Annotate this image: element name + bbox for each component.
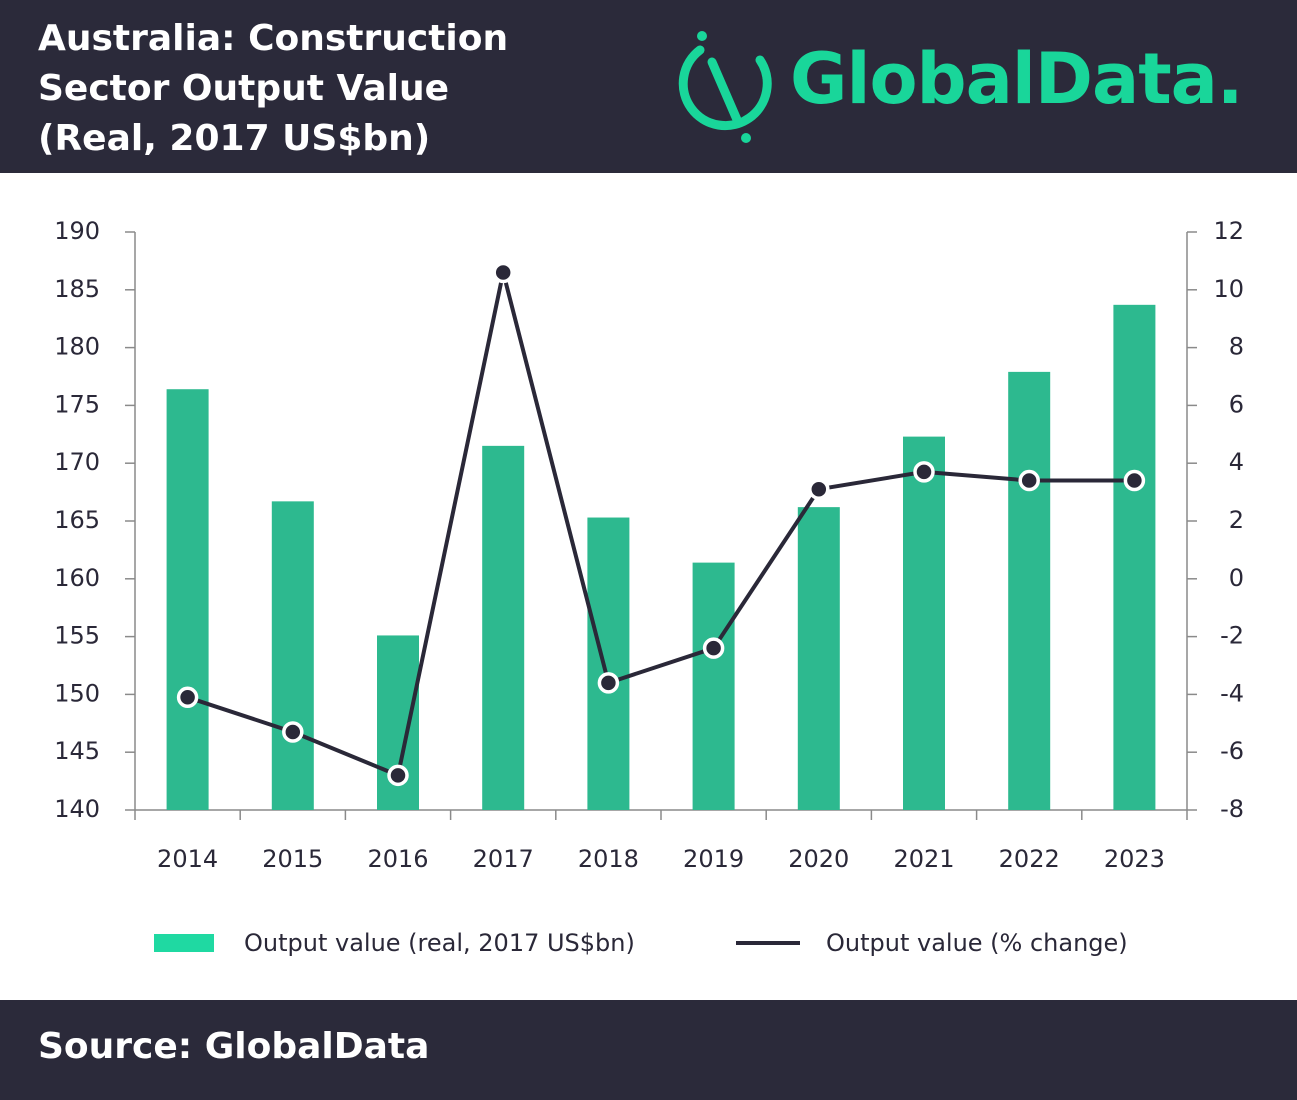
logo-icon (678, 31, 772, 143)
y-tick-label: 145 (54, 737, 100, 765)
point (492, 261, 514, 284)
point (387, 764, 409, 787)
y-tick-label: 185 (54, 275, 100, 303)
bar (797, 507, 840, 810)
header-band (0, 0, 1297, 173)
y2-tick-label: 12 (1213, 217, 1244, 245)
point (913, 461, 935, 483)
y2-tick-label: -2 (1220, 622, 1244, 650)
y-tick-label: 190 (54, 217, 100, 245)
y-tick-label: 155 (54, 622, 100, 650)
y-tick-label: 160 (54, 564, 100, 592)
line (186, 271, 1135, 779)
point (702, 637, 725, 659)
x-tick-label: 2017 (473, 845, 534, 873)
y2-tick-label: -4 (1220, 679, 1244, 707)
bar (587, 517, 630, 810)
chart-title: Australia: Construction Sector Output Va… (38, 18, 509, 159)
point (1018, 469, 1040, 492)
y-tick-label: 150 (54, 679, 100, 707)
y2-tick-label: 0 (1229, 564, 1244, 592)
bar (482, 445, 525, 810)
y2-tick-label: 2 (1229, 506, 1244, 534)
y2-tick-label: 10 (1213, 275, 1244, 303)
x-tick-label: 2019 (683, 845, 744, 873)
bar (903, 436, 945, 810)
y-tick-label: 180 (54, 333, 100, 361)
y-tick-label: 140 (54, 795, 100, 823)
y-tick-label: 175 (54, 390, 100, 418)
y-tick-label: 165 (54, 506, 100, 534)
y2-tick-label: 4 (1229, 448, 1244, 476)
y2-tick-label: 6 (1229, 390, 1244, 418)
bar (166, 389, 209, 810)
legend-label: Output value (% change) (826, 929, 1128, 957)
y2-tick-label: 8 (1229, 333, 1244, 361)
point (176, 686, 199, 709)
point (808, 478, 830, 500)
logo-text: GlobalData. (790, 38, 1244, 120)
source: Source: GlobalData (38, 1026, 430, 1067)
footer-band (0, 1000, 1297, 1100)
x-tick-label: 2023 (1104, 845, 1165, 873)
x-tick-label: 2016 (367, 845, 428, 873)
y-tick-label: 170 (54, 448, 100, 476)
x-tick-label: 2014 (157, 845, 218, 873)
x-tick-label: 2022 (999, 845, 1060, 873)
point (1123, 469, 1146, 492)
x-tick-label: 2020 (788, 845, 849, 873)
y2-tick-label: -6 (1220, 737, 1244, 765)
bar (1008, 371, 1051, 810)
point (597, 672, 620, 694)
bar (692, 562, 735, 810)
legend-swatch (154, 934, 214, 952)
bar (1113, 304, 1156, 810)
legend-label: Output value (real, 2017 US$bn) (244, 929, 635, 957)
bar (271, 501, 314, 810)
x-tick-label: 2015 (262, 845, 323, 873)
point (282, 721, 304, 743)
x-tick-label: 2021 (893, 845, 954, 873)
y2-tick-label: -8 (1220, 795, 1244, 823)
x-tick-label: 2018 (578, 845, 639, 873)
